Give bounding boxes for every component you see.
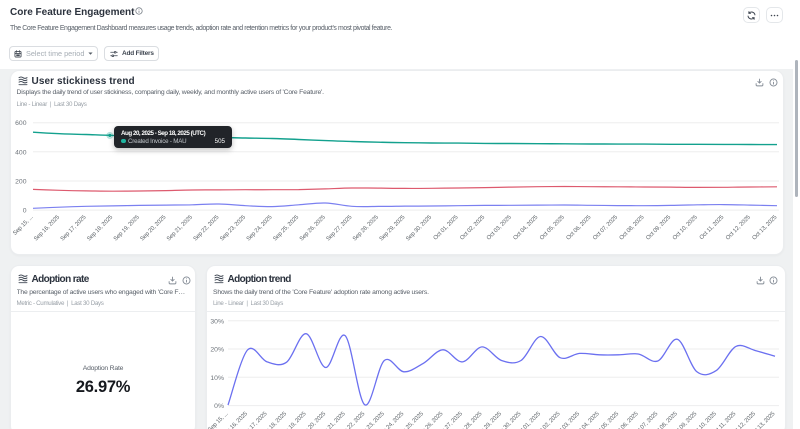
svg-text:Sep 30, 2025: Sep 30, 2025	[405, 214, 433, 242]
svg-text:Oct 08, 2025: Oct 08, 2025	[619, 214, 646, 241]
svg-text:Sep 16, 2025: Sep 16, 2025	[33, 214, 61, 242]
svg-text:Oct 05, 2025: Oct 05, 2025	[539, 214, 566, 241]
svg-text:Sep 27, 2025: Sep 27, 2025	[326, 214, 354, 242]
svg-text:0%: 0%	[214, 403, 224, 410]
svg-text:Oct 01, 2025: Oct 01, 2025	[433, 214, 460, 241]
svg-text:Sep 22, 2025: Sep 22, 2025	[193, 214, 221, 242]
svg-text:Sep 26, 2025: Sep 26, 2025	[299, 214, 327, 242]
svg-text:Sep 18, 2025: Sep 18, 2025	[86, 214, 114, 242]
svg-text:Sep 28, 2025: Sep 28, 2025	[352, 214, 380, 242]
svg-text:Sep 24, 2025: Sep 24, 2025	[246, 214, 274, 242]
svg-text:Oct 06, 2025: Oct 06, 2025	[566, 214, 593, 241]
svg-text:10%: 10%	[210, 375, 224, 382]
svg-text:Sep 20, 2025: Sep 20, 2025	[140, 214, 168, 242]
svg-text:Oct 10, 2025: Oct 10, 2025	[672, 214, 699, 241]
svg-text:400: 400	[15, 149, 27, 156]
svg-text:Oct 12, 2025: Oct 12, 2025	[725, 214, 752, 241]
svg-text:20%: 20%	[210, 347, 224, 354]
svg-text:Sep 15, ...: Sep 15, ...	[12, 214, 34, 236]
svg-text:Oct 07, 2025: Oct 07, 2025	[592, 214, 619, 241]
svg-text:Oct 03, 2025: Oct 03, 2025	[486, 214, 513, 241]
svg-text:Sep 21, 2025: Sep 21, 2025	[166, 214, 194, 242]
svg-text:600: 600	[15, 120, 27, 127]
svg-text:Sep 29, 2025: Sep 29, 2025	[379, 214, 407, 242]
svg-text:Sep 17, 2025: Sep 17, 2025	[60, 214, 88, 242]
svg-text:Sep 15, ...: Sep 15, ...	[207, 411, 229, 429]
svg-text:0: 0	[23, 208, 27, 215]
svg-text:Sep 25, 2025: Sep 25, 2025	[272, 214, 300, 242]
svg-text:30%: 30%	[210, 318, 224, 325]
svg-text:200: 200	[15, 179, 27, 186]
svg-text:Sep 23, 2025: Sep 23, 2025	[219, 214, 247, 242]
svg-text:Oct 09, 2025: Oct 09, 2025	[645, 214, 672, 241]
svg-text:Oct 02, 2025: Oct 02, 2025	[459, 214, 486, 241]
svg-text:Oct 04, 2025: Oct 04, 2025	[512, 214, 539, 241]
svg-text:Sep 19, 2025: Sep 19, 2025	[113, 214, 141, 242]
svg-text:Oct 11, 2025: Oct 11, 2025	[699, 214, 726, 241]
svg-text:Oct 13, 2025: Oct 13, 2025	[752, 214, 779, 241]
